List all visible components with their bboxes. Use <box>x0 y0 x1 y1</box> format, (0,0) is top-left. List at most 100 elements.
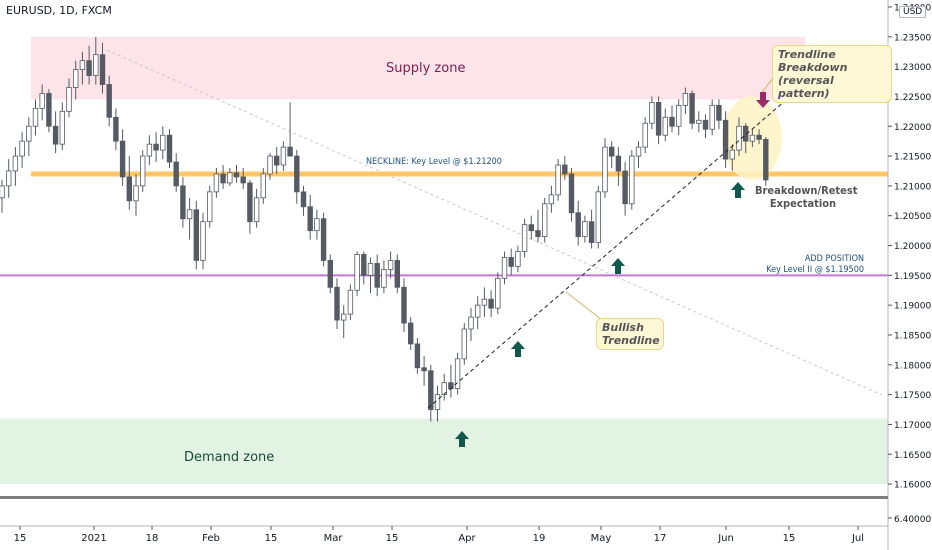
bullish-candle <box>468 316 474 330</box>
time-tick-label: Jul <box>851 533 864 544</box>
bearish-candle <box>374 263 380 288</box>
bullish-candle <box>32 107 39 127</box>
bullish-candle <box>729 149 735 160</box>
bearish-candle <box>294 155 300 193</box>
bullish-candle <box>213 173 220 193</box>
supply-zone-label: Supply zone <box>386 61 466 76</box>
bearish-candle <box>126 176 132 202</box>
bullish-candle <box>12 155 19 172</box>
bearish-candle <box>488 298 494 309</box>
bearish-candle <box>615 155 622 172</box>
bullish-candle <box>267 155 273 175</box>
trendline-breakdown-line1: Trendline Breakdown <box>778 48 848 74</box>
price-tick-label: 1.22500 <box>894 93 931 103</box>
bearish-candle <box>166 134 173 163</box>
time-tick-label: May <box>591 533 612 544</box>
bullish-candle <box>474 304 481 318</box>
trendline-breakdown-callout: Trendline Breakdown (reversal pattern) <box>772 45 892 103</box>
bearish-candle <box>327 260 333 288</box>
bullish-candle <box>461 328 467 360</box>
time-tick-label: Apr <box>458 533 476 544</box>
price-tick-label: 1.23500 <box>894 33 931 43</box>
breakdown-retest-line1: Breakdown/Retest <box>755 184 858 197</box>
bearish-candle <box>568 173 575 214</box>
price-tick-label: 1.17000 <box>894 421 931 431</box>
bullish-candle <box>206 191 213 223</box>
time-tick-label: 15 <box>265 533 278 544</box>
bullish-candle <box>454 358 461 390</box>
time-tick-label: 19 <box>533 533 546 544</box>
trendline-breakdown-line2: (reversal pattern) <box>778 74 834 100</box>
bullish-candle <box>133 185 139 202</box>
bullish-candle <box>582 221 588 237</box>
bullish-candle <box>66 87 72 112</box>
price-tick-label: 1.18000 <box>894 361 931 371</box>
bearish-candle <box>153 143 159 151</box>
demand-zone <box>0 418 888 485</box>
bullish-candle <box>495 277 501 309</box>
bullish-candle <box>367 263 374 276</box>
price-tick-label: 1.16000 <box>894 481 931 491</box>
bearish-candle <box>428 370 434 410</box>
indicator-pane-border <box>0 496 888 499</box>
bearish-candle <box>300 191 307 208</box>
bullish-candle <box>73 69 79 88</box>
bullish-candle <box>642 122 648 148</box>
indicator-tick-label: 6.40000 <box>894 515 931 525</box>
bullish-candle <box>749 134 756 142</box>
bullish-candle <box>736 125 742 151</box>
add-position-label: ADD POSITION Key Level II @ $1.19500 <box>760 254 864 276</box>
bearish-candle <box>508 257 514 267</box>
bullish-candle <box>186 209 193 220</box>
bearish-candle <box>106 84 112 118</box>
bearish-candle <box>535 230 541 237</box>
bullish-candle <box>93 54 99 76</box>
bearish-candle <box>334 286 340 321</box>
bullish-candle <box>387 260 394 270</box>
bearish-candle <box>287 146 293 157</box>
up-arrow-icon <box>455 431 469 447</box>
price-tick-label: 1.22000 <box>894 123 931 133</box>
bullish-candle <box>548 194 555 205</box>
price-tick-label: 1.19000 <box>894 302 931 312</box>
bullish-candle <box>501 257 508 279</box>
bullish-candle <box>340 313 347 321</box>
neckline-label: NECKLINE: Key Level @ $1.21200 <box>366 157 502 167</box>
bearish-candle <box>401 286 407 324</box>
bullish-trendline-line2: Trendline <box>602 334 660 347</box>
time-tick-label: Mar <box>324 533 344 544</box>
bullish-candle <box>347 289 354 315</box>
time-tick-label: 18 <box>146 533 159 544</box>
time-tick-label: 15 <box>386 533 399 544</box>
bullish-trendline-line1: Bullish <box>602 321 644 334</box>
bullish-candle <box>595 191 601 243</box>
bearish-candle <box>716 104 722 121</box>
price-axis: 1.240001.235001.230001.225001.220001.215… <box>888 3 931 491</box>
bullish-candle <box>481 298 488 306</box>
bullish-callout-pointer <box>565 291 603 321</box>
currency-badge[interactable]: USD <box>899 6 927 18</box>
candles-layer <box>0 36 769 422</box>
bullish-candle <box>354 254 360 291</box>
bearish-candle <box>394 260 400 288</box>
bullish-candle <box>19 140 25 157</box>
bullish-candle <box>227 172 233 184</box>
up-arrow-icon <box>731 182 745 198</box>
add-position-label-line1: ADD POSITION <box>804 254 864 264</box>
arrows-layer <box>455 92 770 447</box>
bullish-candle <box>26 125 32 142</box>
bearish-candle <box>655 102 662 136</box>
price-tick-label: 1.18500 <box>894 331 931 341</box>
bearish-candle <box>421 367 427 372</box>
bullish-candle <box>260 173 266 199</box>
bearish-candle <box>414 343 421 369</box>
bearish-candle <box>273 155 280 166</box>
bullish-candle <box>662 116 668 136</box>
time-tick-label: Feb <box>202 533 220 544</box>
time-tick-label: Jun <box>717 533 734 544</box>
price-tick-label: 1.21000 <box>894 182 931 192</box>
bearish-candle <box>220 173 226 184</box>
bearish-candle <box>609 146 615 157</box>
time-tick-label: 17 <box>654 533 667 544</box>
